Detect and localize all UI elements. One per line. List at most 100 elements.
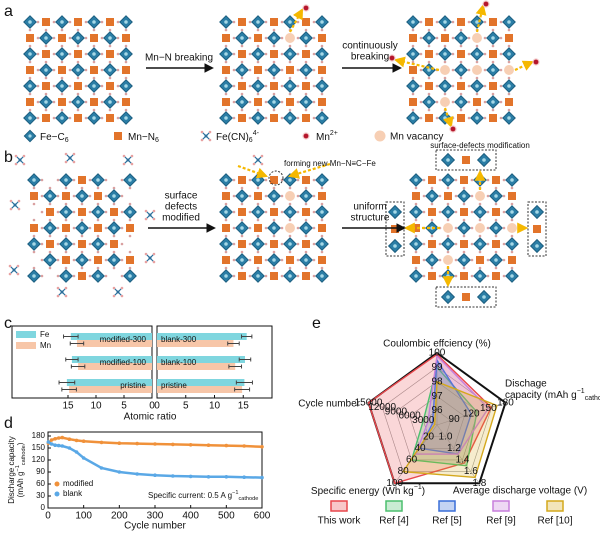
fe-cn6-end (112, 286, 116, 290)
unit-legend-label-sub: 6 (249, 137, 253, 144)
bar (78, 363, 152, 370)
link (128, 250, 132, 254)
link (446, 202, 450, 206)
link (288, 202, 292, 206)
fe-c6-core (64, 210, 68, 214)
fe-c6-core (443, 20, 447, 24)
link (312, 52, 316, 56)
mn-n6-unit (444, 192, 452, 200)
link (100, 100, 104, 104)
fe-c6-core (272, 68, 276, 72)
link (451, 84, 455, 88)
fe-c6-core (96, 242, 100, 246)
link (411, 44, 415, 48)
radar-axis-label-part: ) (422, 486, 425, 497)
link (475, 92, 479, 96)
link (475, 44, 479, 48)
link (499, 20, 503, 24)
fe-c6-core (224, 242, 228, 246)
link (435, 100, 439, 104)
link (304, 186, 308, 190)
fe-c6-core (92, 116, 96, 120)
link (232, 100, 236, 104)
link (451, 68, 455, 72)
link (280, 20, 284, 24)
fe-c6-core (414, 274, 418, 278)
fe-c6-core (414, 178, 418, 182)
link (224, 266, 228, 270)
link (232, 116, 236, 120)
link (120, 242, 124, 246)
mn-n6-unit (457, 82, 465, 90)
fe-cn6-end (144, 209, 148, 213)
link (264, 242, 268, 246)
fe-c6-core (304, 100, 308, 104)
annotation-sup: −1 (232, 490, 238, 496)
mn-n6-unit (302, 18, 310, 26)
link (443, 28, 447, 32)
link (112, 186, 116, 190)
fe-cn6-end (64, 294, 68, 298)
link (280, 68, 284, 72)
y-axis-label-sup: −1 (15, 465, 21, 471)
mn-n6-unit (222, 224, 230, 232)
fe-c6-core (224, 84, 228, 88)
panel-label: c (4, 315, 12, 332)
link (248, 36, 252, 40)
link (430, 218, 434, 222)
link (499, 52, 503, 56)
mn-n6-unit (428, 176, 436, 184)
mn-vacancy (443, 223, 453, 233)
panel-label: e (312, 315, 321, 332)
fe-cn6-end (56, 286, 60, 290)
link (248, 258, 252, 262)
fe-cn6-core (204, 134, 208, 138)
link (296, 20, 300, 24)
fe-cn6-end (17, 199, 21, 203)
series-point (81, 439, 86, 444)
mn-n6-unit (492, 208, 500, 216)
fe-c6-core (304, 226, 308, 230)
mn-n6-unit (409, 98, 417, 106)
link (414, 218, 418, 222)
fe-c6-core (60, 52, 64, 56)
fe-c6-core (240, 194, 244, 198)
link (88, 210, 92, 214)
link (280, 274, 284, 278)
fe-c6-core (256, 274, 260, 278)
fe-c6-core (446, 158, 450, 162)
link (80, 266, 84, 270)
series-point (242, 444, 246, 448)
fe-c6-core (44, 100, 48, 104)
link (108, 44, 112, 48)
mn-n6-unit (476, 256, 484, 264)
link (120, 274, 124, 278)
x-axis-label: Atomic ratio (124, 412, 177, 423)
mn-n6-unit (302, 50, 310, 58)
radar-tick-label: 97 (431, 391, 443, 402)
link (296, 116, 300, 120)
link (100, 52, 104, 56)
link (280, 194, 284, 198)
link (60, 92, 64, 96)
mn-n6-unit (286, 66, 294, 74)
link (462, 234, 466, 238)
mn-n6-unit (58, 34, 66, 42)
fe-c6-core (510, 242, 514, 246)
link (430, 250, 434, 254)
link (52, 116, 56, 120)
series-point (60, 444, 65, 448)
link (483, 20, 487, 24)
mn-n6-unit (318, 192, 326, 200)
link (312, 258, 316, 262)
link (470, 194, 474, 198)
link (108, 108, 112, 112)
fe-c6-core (494, 258, 498, 262)
link (232, 52, 236, 56)
fe-c6-core (427, 68, 431, 72)
mn-n6-unit (409, 34, 417, 42)
mn-n6-unit (78, 272, 86, 280)
mn-vacancy (507, 223, 517, 233)
radar-tick-label: 1.0 (439, 431, 453, 442)
